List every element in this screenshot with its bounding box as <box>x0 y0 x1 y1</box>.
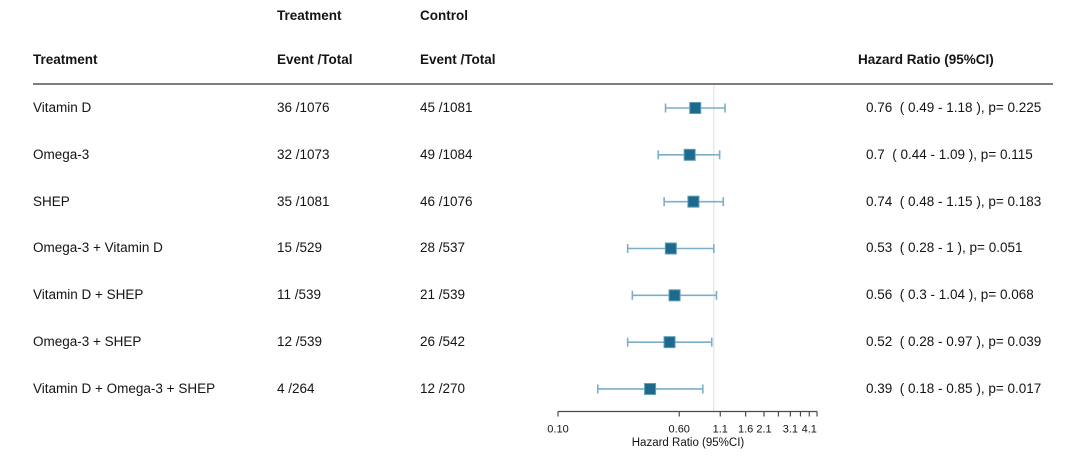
col-header-hazard-ratio: Hazard Ratio (95%CI) <box>858 52 994 67</box>
hazard-ratio-text: 0.39 ( 0.18 - 0.85 ), p= 0.017 <box>866 381 1042 396</box>
col-header-treatment: Treatment <box>33 52 98 67</box>
treatment-event-total: 36 /1076 <box>277 100 330 115</box>
control-event-total: 46 /1076 <box>420 194 473 209</box>
treatment-event-total: 35 /1081 <box>277 194 330 209</box>
x-axis-title: Hazard Ratio (95%CI) <box>631 437 745 449</box>
control-event-total: 28 /537 <box>420 240 466 255</box>
group-header-row: Treatment Control <box>0 7 1080 25</box>
control-event-total: 21 /539 <box>420 287 466 302</box>
treatment-label: Vitamin D <box>33 100 92 115</box>
treatment-event-total: 4 /264 <box>277 381 315 396</box>
hazard-ratio-text: 0.53 ( 0.28 - 1 ), p= 0.051 <box>866 240 1023 255</box>
axis-tick-label: 4.1 <box>802 424 817 436</box>
hr-marker <box>663 336 676 349</box>
treatment-label: Vitamin D + Omega-3 + SHEP <box>33 381 216 396</box>
control-event-total: 12 /270 <box>420 381 466 396</box>
hr-marker <box>644 382 657 395</box>
treatment-event-total: 15 /529 <box>277 240 323 255</box>
hazard-ratio-text: 0.52 ( 0.28 - 0.97 ), p= 0.039 <box>866 334 1042 349</box>
hr-marker <box>664 242 677 255</box>
treatment-label: Omega-3 + SHEP <box>33 334 142 349</box>
header-separator-line <box>33 83 1053 85</box>
hr-marker <box>668 289 681 302</box>
axis-tick-label: 0.10 <box>547 424 568 436</box>
treatment-label: Omega-3 + Vitamin D <box>33 240 163 255</box>
table-row: Omega-3 + Vitamin D 15 /529 28 /537 0.53… <box>0 239 1080 257</box>
treatment-event-total: 11 /539 <box>277 287 322 302</box>
hazard-ratio-text: 0.74 ( 0.48 - 1.15 ), p= 0.183 <box>866 194 1042 209</box>
control-event-total: 45 /1081 <box>420 100 473 115</box>
control-event-total: 49 /1084 <box>420 147 473 162</box>
treatment-label: Omega-3 <box>33 147 90 162</box>
column-header-row: Treatment Event /Total Event /Total Haza… <box>0 51 1080 69</box>
treatment-label: SHEP <box>33 194 70 209</box>
hr-marker <box>687 195 700 208</box>
hazard-ratio-text: 0.7 ( 0.44 - 1.09 ), p= 0.115 <box>866 147 1033 162</box>
axis-tick-label: 1.1 <box>713 424 728 436</box>
treatment-label: Vitamin D + SHEP <box>33 287 144 302</box>
axis-tick-label: 0.60 <box>669 424 690 436</box>
control-event-total: 26 /542 <box>420 334 466 349</box>
hr-marker <box>683 148 696 161</box>
axis-tick-label: 2.1 <box>756 424 771 436</box>
hazard-ratio-text: 0.56 ( 0.3 - 1.04 ), p= 0.068 <box>866 287 1034 302</box>
axis-tick-label: 1.6 <box>738 424 753 436</box>
group-header-control: Control <box>420 8 468 23</box>
table-row: Omega-3 + SHEP 12 /539 26 /542 0.52 ( 0.… <box>0 333 1080 351</box>
col-header-control-event-total: Event /Total <box>420 52 496 67</box>
hr-marker <box>689 102 702 114</box>
table-row: Vitamin D + SHEP 11 /539 21 /539 0.56 ( … <box>0 286 1080 304</box>
axis-tick-label: 3.1 <box>783 424 798 436</box>
hazard-ratio-text: 0.76 ( 0.49 - 1.18 ), p= 0.225 <box>866 100 1042 115</box>
table-row: Vitamin D 36 /1076 45 /1081 0.76 ( 0.49 … <box>0 99 1080 117</box>
table-row: Vitamin D + Omega-3 + SHEP 4 /264 12 /27… <box>0 380 1080 398</box>
group-header-treatment: Treatment <box>277 8 342 23</box>
treatment-event-total: 32 /1073 <box>277 147 330 162</box>
treatment-event-total: 12 /539 <box>277 334 323 349</box>
col-header-treatment-event-total: Event /Total <box>277 52 353 67</box>
table-row: Omega-3 32 /1073 49 /1084 0.7 ( 0.44 - 1… <box>0 146 1080 164</box>
table-row: SHEP 35 /1081 46 /1076 0.74 ( 0.48 - 1.1… <box>0 193 1080 211</box>
